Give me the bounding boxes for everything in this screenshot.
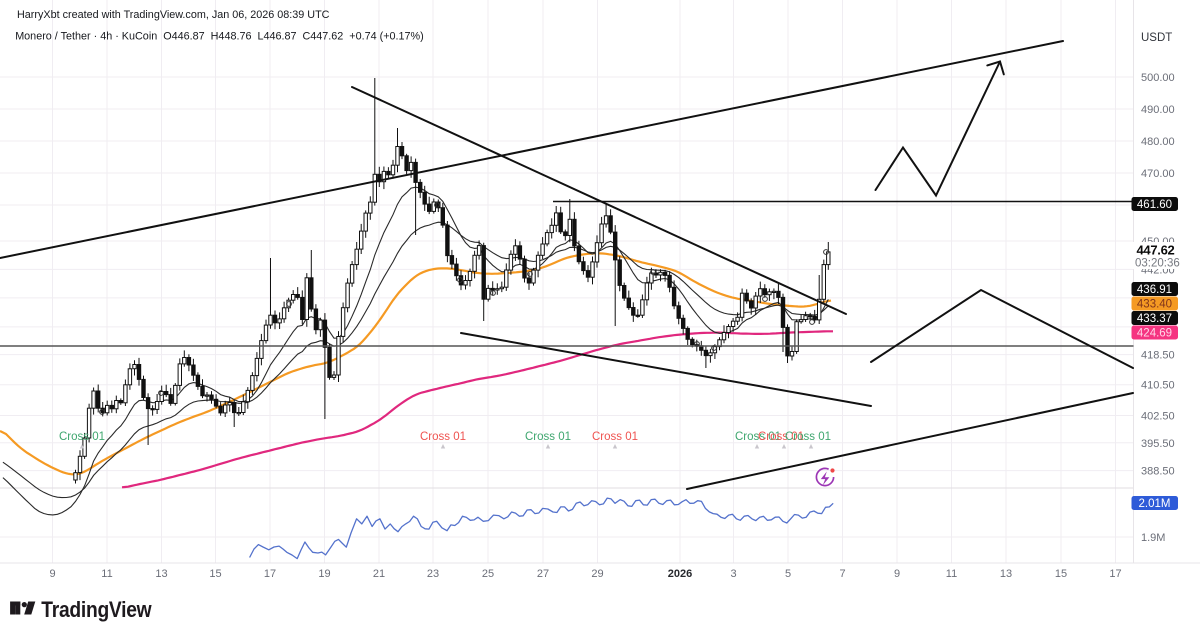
svg-text:17: 17 [1109, 568, 1121, 580]
svg-text:Cross 01: Cross 01 [420, 431, 466, 443]
svg-text:9: 9 [894, 568, 900, 580]
svg-text:480.00: 480.00 [1141, 136, 1175, 148]
svg-text:11: 11 [946, 568, 957, 580]
svg-text:388.50: 388.50 [1141, 466, 1175, 478]
svg-text:1.9M: 1.9M [1141, 532, 1165, 544]
svg-text:25: 25 [482, 568, 494, 580]
svg-text:3: 3 [730, 568, 736, 580]
svg-text:15: 15 [209, 568, 221, 580]
svg-text:27: 27 [537, 568, 549, 580]
svg-text:Cross 01: Cross 01 [59, 431, 105, 443]
svg-text:9: 9 [49, 568, 55, 580]
svg-text:13: 13 [155, 568, 167, 580]
svg-text:470.00: 470.00 [1141, 168, 1175, 180]
svg-text:5: 5 [785, 568, 791, 580]
svg-text:Cross 01: Cross 01 [592, 431, 638, 443]
svg-text:TradingView: TradingView [41, 598, 152, 622]
svg-text:402.50: 402.50 [1141, 411, 1175, 423]
svg-text:17: 17 [264, 568, 276, 580]
svg-text:Cross 01: Cross 01 [785, 431, 831, 443]
svg-text:461.60: 461.60 [1137, 199, 1172, 211]
svg-text:Monero / Tether · 4h · KuCoin: Monero / Tether · 4h · KuCoin O446.87 H4… [15, 31, 424, 43]
svg-text:410.50: 410.50 [1141, 380, 1175, 392]
svg-text:USDT: USDT [1141, 32, 1172, 44]
svg-text:395.50: 395.50 [1141, 438, 1175, 450]
svg-text:19: 19 [318, 568, 330, 580]
svg-text:13: 13 [1000, 568, 1012, 580]
svg-text:23: 23 [427, 568, 439, 580]
svg-text:433.37: 433.37 [1137, 313, 1172, 325]
svg-text:21: 21 [373, 568, 385, 580]
svg-text:2.01M: 2.01M [1139, 498, 1171, 510]
svg-text:15: 15 [1055, 568, 1067, 580]
svg-text:29: 29 [591, 568, 603, 580]
svg-text:500.00: 500.00 [1141, 72, 1175, 84]
svg-text:433.40: 433.40 [1137, 299, 1172, 311]
svg-text:HarryXbt created with TradingV: HarryXbt created with TradingView.com, J… [17, 9, 330, 21]
svg-text:436.91: 436.91 [1137, 284, 1172, 296]
svg-text:Cross 01: Cross 01 [735, 431, 781, 443]
svg-text:447.62: 447.62 [1137, 243, 1175, 258]
svg-text:Cross 01: Cross 01 [758, 431, 804, 443]
svg-text:03:20:36: 03:20:36 [1135, 258, 1180, 270]
svg-text:Cross 01: Cross 01 [525, 431, 571, 443]
svg-text:11: 11 [101, 568, 112, 580]
svg-text:418.50: 418.50 [1141, 350, 1175, 362]
svg-text:490.00: 490.00 [1141, 104, 1175, 116]
svg-text:7: 7 [839, 568, 845, 580]
svg-text:2026: 2026 [668, 568, 692, 580]
svg-text:424.69: 424.69 [1137, 328, 1172, 340]
